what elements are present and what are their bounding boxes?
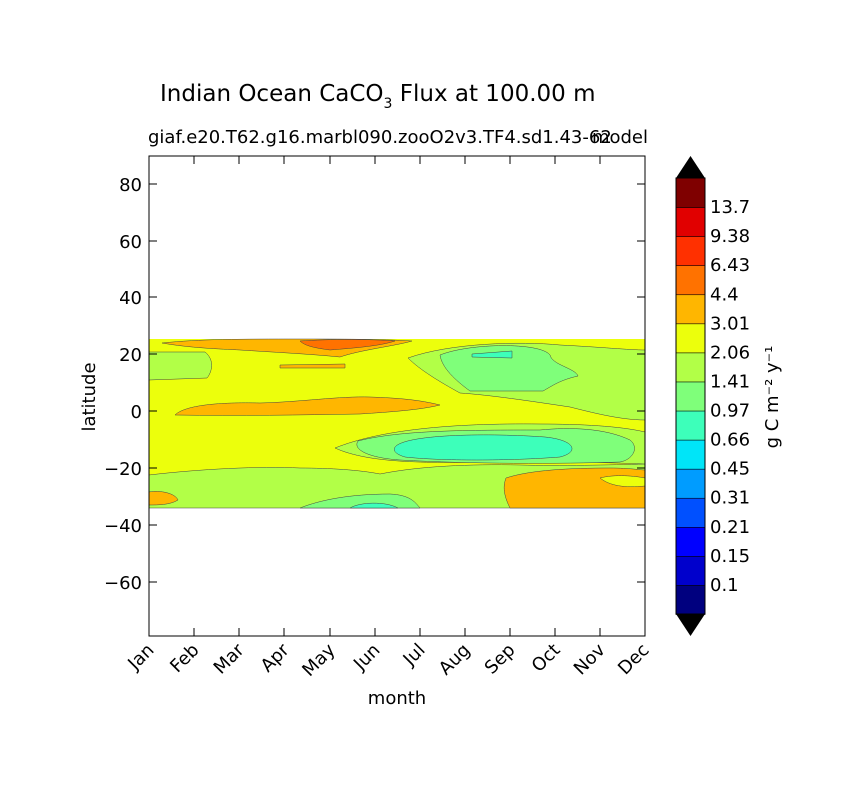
y-tick-label: 60 bbox=[119, 232, 142, 253]
contour-orange-southwest bbox=[149, 491, 179, 506]
colorbar-tick-label: 3.01 bbox=[710, 313, 750, 334]
colorbar-tick-label: 0.31 bbox=[710, 488, 750, 509]
y-tick-label: −20 bbox=[104, 459, 142, 480]
colorbar-cell bbox=[675, 264, 706, 296]
colorbar-tick-label: 4.4 bbox=[710, 284, 739, 305]
colorbar-cell bbox=[675, 235, 706, 266]
colorbar-cell bbox=[675, 206, 706, 237]
chart-subtitle-right: model bbox=[592, 127, 648, 148]
colorbar-label: g C m⁻² y⁻¹ bbox=[762, 346, 783, 449]
y-tick-label: 80 bbox=[119, 175, 142, 196]
x-tick-label: Mar bbox=[210, 639, 249, 678]
colorbar-cells bbox=[675, 177, 706, 615]
y-tick-label: 40 bbox=[119, 288, 142, 309]
colorbar-tick-label: 0.15 bbox=[710, 546, 750, 567]
x-tick-label: Apr bbox=[257, 639, 294, 676]
colorbar-tick-label: 0.97 bbox=[710, 401, 750, 422]
colorbar-cell bbox=[675, 439, 706, 470]
x-tick-label: Oct bbox=[528, 640, 565, 677]
colorbar-cell bbox=[675, 410, 706, 441]
y-axis: 80 60 40 20 0 −20 −40 −60 bbox=[104, 175, 645, 594]
y-tick-label: 20 bbox=[119, 345, 142, 366]
y-tick: 40 bbox=[119, 288, 645, 309]
contour-0.66-bottom bbox=[349, 502, 399, 509]
y-tick: −20 bbox=[104, 459, 645, 480]
y-tick: 80 bbox=[119, 175, 645, 196]
contour-yellow-southeast-inset bbox=[599, 475, 645, 487]
contour-orange-equator bbox=[174, 396, 441, 416]
colorbar-tick-label: 0.21 bbox=[710, 517, 750, 538]
colorbar-tick-label: 2.06 bbox=[710, 342, 750, 363]
chart-title: Indian Ocean CaCO3 Flux at 100.00 m bbox=[160, 81, 596, 112]
y-tick-label: −60 bbox=[104, 573, 142, 594]
colorbar-cell bbox=[675, 293, 706, 325]
chart-subtitle-left: giaf.e20.T62.g16.marbl090.zooO2v3.TF4.sd… bbox=[148, 127, 612, 148]
y-tick: 0 bbox=[131, 402, 645, 423]
y-tick: −60 bbox=[104, 573, 645, 594]
x-tick: Jan bbox=[123, 640, 158, 675]
colorbar-cell bbox=[675, 526, 706, 557]
contour-darkorange-north bbox=[299, 339, 396, 351]
contour-0.66-south bbox=[394, 434, 573, 461]
x-axis-label: month bbox=[368, 688, 426, 709]
x-tick-label: Jun bbox=[349, 640, 384, 675]
x-tick-label: May bbox=[298, 639, 339, 680]
chart-title-subscript: 3 bbox=[384, 96, 393, 112]
x-tick: Dec bbox=[614, 640, 653, 679]
colorbar-cell bbox=[675, 177, 706, 208]
contour-orange-blob bbox=[279, 363, 346, 369]
colorbar-extend-bottom bbox=[676, 614, 705, 636]
colorbar-extend-top bbox=[676, 156, 705, 178]
colorbar-tick-label: 0.1 bbox=[710, 575, 739, 596]
y-tick-label: 0 bbox=[131, 402, 142, 423]
contour-north-green bbox=[149, 351, 212, 381]
colorbar-tick-label: 9.38 bbox=[710, 226, 750, 247]
x-tick-label: Nov bbox=[570, 639, 610, 679]
y-tick: 60 bbox=[119, 232, 645, 253]
chart-title-rest: Flux at 100.00 m bbox=[392, 81, 595, 107]
colorbar-cell bbox=[675, 468, 706, 499]
colorbar-cell bbox=[675, 497, 706, 528]
colorbar-cell bbox=[675, 323, 706, 354]
colorbar: 0.1 0.15 0.21 0.31 0.45 0.66 0.97 1.41 2.06 3.01 4… bbox=[675, 156, 783, 636]
chart-title-main: Indian Ocean CaCO bbox=[160, 81, 384, 107]
colorbar-cell bbox=[675, 555, 706, 586]
colorbar-cell bbox=[675, 584, 706, 615]
y-axis-label: latitude bbox=[79, 362, 100, 431]
colorbar-tick-label: 13.7 bbox=[710, 197, 750, 218]
x-tick-label: Jan bbox=[123, 640, 158, 675]
colorbar-cell bbox=[675, 352, 706, 383]
colorbar-tick-label: 0.66 bbox=[710, 430, 750, 451]
colorbar-tick-label: 1.41 bbox=[710, 371, 750, 392]
x-tick-label: Feb bbox=[166, 640, 203, 677]
contour-orange-southeast bbox=[503, 467, 645, 509]
colorbar-frame bbox=[675, 177, 706, 615]
contour-0.97-bottom bbox=[299, 493, 421, 509]
y-tick-label: −40 bbox=[104, 516, 142, 537]
colorbar-tick-label: 0.45 bbox=[710, 459, 750, 480]
plot-frame bbox=[148, 155, 646, 637]
x-tick-label: Jul bbox=[399, 640, 430, 671]
y-tick: 20 bbox=[119, 345, 645, 366]
contour-0.66-north bbox=[471, 350, 513, 359]
colorbar-cell bbox=[675, 381, 706, 412]
colorbar-tick-label: 6.43 bbox=[710, 255, 750, 276]
y-tick: −40 bbox=[104, 516, 645, 537]
x-tick-label: Dec bbox=[614, 640, 653, 679]
x-tick-label: Aug bbox=[435, 640, 475, 680]
contour-field bbox=[149, 338, 645, 509]
colorbar-tick-labels: 0.1 0.15 0.21 0.31 0.45 0.66 0.97 1.41 2.06 3.01 4… bbox=[710, 197, 750, 596]
x-tick-label: Sep bbox=[481, 640, 520, 679]
